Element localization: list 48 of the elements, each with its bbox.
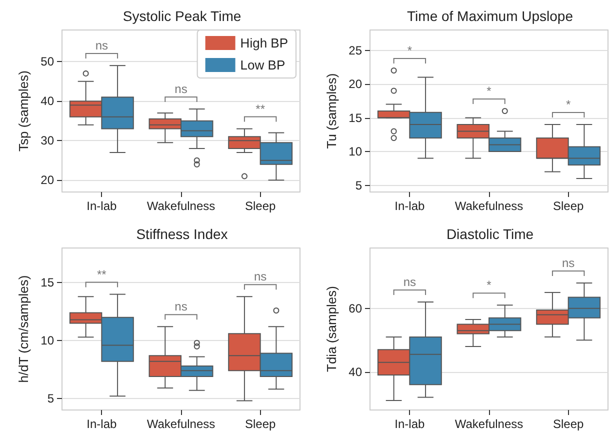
x-tick-label: Sleep <box>244 417 276 431</box>
annotation: ns <box>562 256 575 270</box>
y-axis-title: Tu (samples) <box>324 73 339 149</box>
y-tick-label: 40 <box>40 94 54 108</box>
annotation: * <box>566 98 571 112</box>
annotation: ** <box>256 102 266 116</box>
y-tick-label: 25 <box>348 43 362 58</box>
annotation: ns <box>174 300 188 314</box>
y-axis-title: Tdia (samples) <box>324 286 339 372</box>
chart-title: Stiffness Index <box>136 226 228 242</box>
legend-label: Low BP <box>240 58 286 72</box>
y-tick-label: 20 <box>40 173 54 188</box>
x-tick-label: In-lab <box>394 417 425 431</box>
x-tick-label: Wakefulness <box>146 199 216 213</box>
y-tick-label: 60 <box>348 301 362 316</box>
x-tick-label: Sleep <box>552 199 584 213</box>
annotation: ns <box>95 38 108 53</box>
y-tick-label: 10 <box>40 334 54 348</box>
y-axis-title: h/dT (cm/samples) <box>16 275 31 383</box>
y-tick-label: 15 <box>40 276 54 290</box>
y-tick-label: 10 <box>348 144 362 158</box>
x-tick-label: Wakefulness <box>454 199 524 213</box>
chart-title: Systolic Peak Time <box>122 8 242 24</box>
y-tick-label: 15 <box>348 110 362 125</box>
annotation: * <box>486 84 492 98</box>
annotation: * <box>407 44 412 58</box>
y-axis-title: Tsp (samples) <box>16 70 31 152</box>
legend-label: High BP <box>240 36 288 50</box>
x-tick-label: Wakefulness <box>146 417 216 431</box>
y-tick-label: 5 <box>47 391 54 406</box>
annotation: ns <box>254 270 267 284</box>
y-tick-label: 50 <box>40 54 54 69</box>
y-tick-label: 40 <box>348 364 362 379</box>
x-tick-label: Sleep <box>552 417 584 431</box>
annotation: ** <box>96 267 107 282</box>
x-tick-label: In-lab <box>86 199 117 213</box>
y-tick-label: 5 <box>355 178 362 192</box>
annotation: * <box>486 278 492 292</box>
annotation: ns <box>174 82 188 96</box>
y-tick-label: 20 <box>348 77 362 91</box>
y-tick-label: 30 <box>40 134 54 148</box>
x-tick-label: Wakefulness <box>454 417 524 431</box>
x-tick-label: In-lab <box>86 417 117 431</box>
x-tick-label: Sleep <box>244 199 276 213</box>
x-tick-label: In-lab <box>394 199 425 213</box>
annotation: ns <box>403 275 416 289</box>
chart-title: Diastolic Time <box>446 226 534 242</box>
chart-title: Time of Maximum Upslope <box>407 8 574 24</box>
